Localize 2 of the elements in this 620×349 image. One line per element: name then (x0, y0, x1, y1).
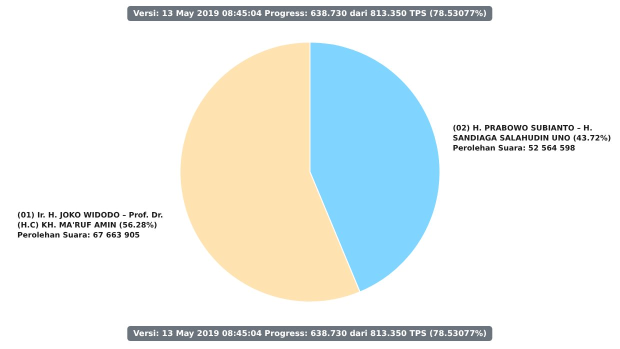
text: Versi: 13 May 2019 08:45:04 Progress: 638.730 dari 813.350 TPS (78.53077%) (127, 326, 493, 341)
text: Versi: 13 May 2019 08:45:04 Progress: 638.730 dari 813.350 TPS (78.53077%) (127, 6, 493, 21)
